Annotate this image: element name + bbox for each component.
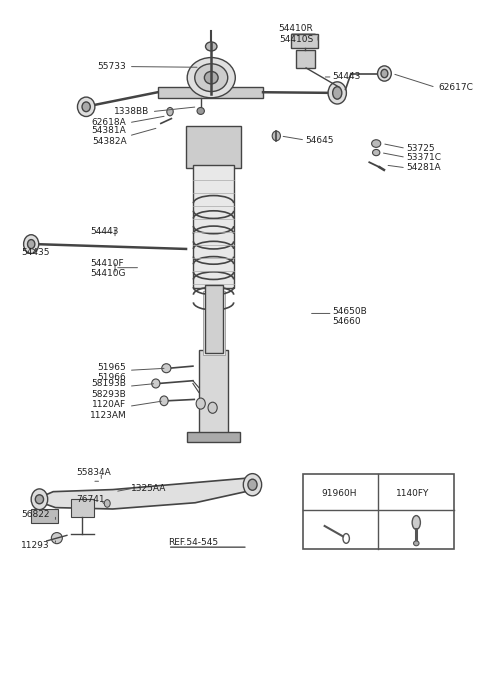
Bar	[186, 127, 241, 168]
Text: 54443: 54443	[90, 227, 118, 236]
Text: 55733: 55733	[98, 62, 127, 71]
Bar	[296, 50, 315, 68]
Ellipse shape	[414, 541, 419, 546]
Bar	[31, 509, 58, 523]
Ellipse shape	[381, 69, 388, 78]
Text: 53725: 53725	[406, 144, 434, 153]
Text: 62617C: 62617C	[438, 83, 473, 92]
Ellipse shape	[195, 64, 228, 92]
Bar	[193, 165, 234, 289]
Ellipse shape	[82, 102, 90, 112]
Text: 62618A: 62618A	[92, 118, 127, 127]
Bar	[157, 87, 263, 98]
Ellipse shape	[77, 97, 95, 117]
Ellipse shape	[412, 516, 420, 529]
Text: 54410R
54410S: 54410R 54410S	[278, 24, 313, 43]
Ellipse shape	[248, 480, 257, 490]
Ellipse shape	[204, 71, 218, 84]
Text: 1120AF
1123AM: 1120AF 1123AM	[90, 400, 127, 419]
Ellipse shape	[372, 150, 380, 156]
Ellipse shape	[104, 500, 110, 507]
Ellipse shape	[162, 363, 171, 373]
Text: 76741: 76741	[76, 496, 105, 505]
Text: 1140FY: 1140FY	[396, 489, 430, 498]
Ellipse shape	[31, 489, 48, 510]
Ellipse shape	[378, 66, 391, 81]
Text: 51965
51966: 51965 51966	[98, 363, 127, 382]
Bar	[205, 285, 223, 353]
Ellipse shape	[196, 398, 205, 409]
Text: 54410F
54410G: 54410F 54410G	[90, 259, 125, 278]
Text: 54381A
54382A: 54381A 54382A	[92, 127, 127, 145]
Ellipse shape	[160, 396, 168, 405]
Ellipse shape	[372, 140, 381, 147]
Ellipse shape	[24, 235, 39, 254]
Ellipse shape	[328, 82, 347, 104]
Bar	[71, 499, 95, 517]
Bar	[291, 34, 318, 48]
Text: 53371C: 53371C	[406, 153, 441, 162]
Ellipse shape	[333, 87, 342, 99]
Text: 54650B
54660: 54650B 54660	[333, 307, 367, 326]
Ellipse shape	[205, 42, 217, 51]
Text: 54281A: 54281A	[406, 164, 441, 173]
Ellipse shape	[187, 57, 235, 98]
Text: 58193B
58293B: 58193B 58293B	[92, 380, 127, 398]
Ellipse shape	[197, 108, 204, 115]
Text: 54645: 54645	[305, 136, 334, 145]
Bar	[303, 475, 454, 549]
Ellipse shape	[51, 533, 62, 544]
Text: 11293: 11293	[21, 540, 50, 549]
Ellipse shape	[208, 402, 217, 413]
Bar	[199, 350, 228, 438]
Text: 54435: 54435	[21, 248, 49, 257]
Ellipse shape	[272, 131, 280, 140]
Text: 91960H: 91960H	[322, 489, 357, 498]
Text: 54443: 54443	[333, 73, 361, 82]
Bar	[203, 291, 225, 355]
Text: 55834A: 55834A	[76, 468, 111, 477]
Text: 56822: 56822	[21, 510, 49, 519]
Text: 1325AA: 1325AA	[131, 484, 167, 493]
Polygon shape	[34, 478, 259, 509]
Ellipse shape	[167, 108, 173, 116]
Ellipse shape	[243, 474, 262, 496]
Ellipse shape	[36, 495, 44, 504]
Text: 1338BB: 1338BB	[114, 107, 149, 116]
Ellipse shape	[152, 379, 160, 388]
Bar	[187, 432, 240, 442]
Ellipse shape	[27, 240, 35, 249]
Text: REF.54-545: REF.54-545	[168, 538, 218, 547]
